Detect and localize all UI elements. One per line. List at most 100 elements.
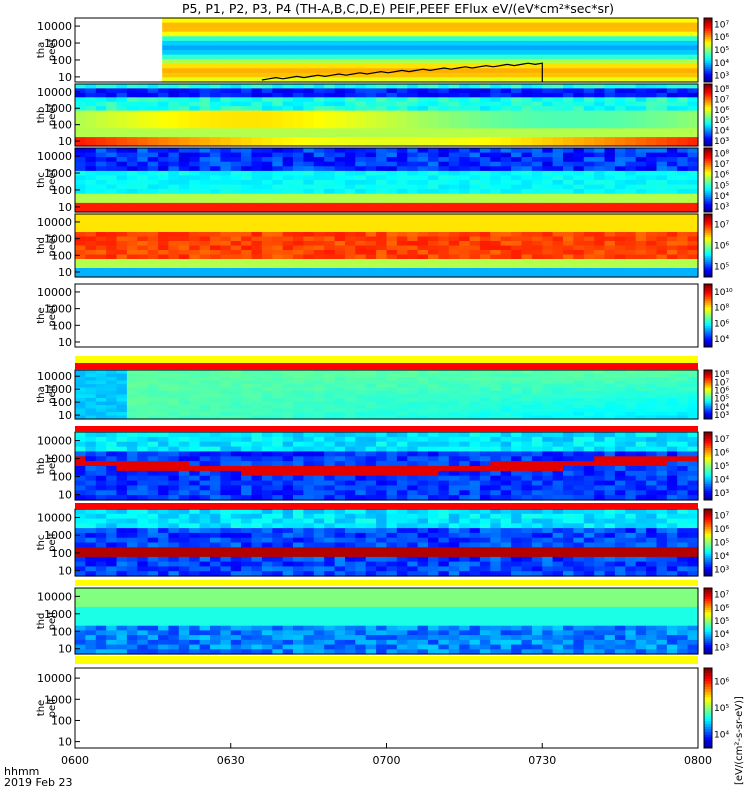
spectrogram-cell [687, 115, 699, 120]
spectrogram-cell [303, 432, 315, 438]
spectrogram-cell [407, 115, 419, 120]
spectrogram-cell [137, 115, 149, 120]
spectrogram-cell [269, 68, 279, 74]
spectrogram-cell [448, 31, 458, 37]
spectrogram-cell [180, 68, 190, 74]
spectrogram-cell [106, 161, 118, 167]
spectrogram-cell [430, 45, 440, 51]
spectrogram-cell [345, 401, 356, 406]
spectrogram-cell [594, 214, 606, 220]
spectrogram-cell [428, 148, 439, 154]
spectrogram-cell [220, 101, 232, 107]
spectrogram-cell [158, 245, 170, 251]
spectrogram-cell [106, 92, 118, 98]
spectrogram-cell [680, 50, 690, 56]
spectrogram-cell [95, 101, 107, 107]
spectrogram-cell [230, 373, 242, 378]
spectrogram-cell [680, 22, 690, 28]
spectrogram-cell [95, 272, 107, 278]
spectrogram-cell [646, 92, 658, 98]
spectrogram-cell [625, 193, 637, 199]
colorbar-segment [704, 300, 712, 304]
colorbar-segment [704, 332, 712, 335]
spectrogram-cell [511, 263, 523, 269]
spectrogram-cell [604, 405, 616, 410]
spectrogram-cell [189, 184, 201, 190]
spectrogram-cell [386, 223, 398, 229]
spectrogram-cell [625, 263, 637, 269]
spectrogram-cell [180, 72, 190, 79]
spectrogram-cell [95, 218, 107, 224]
spectrogram-cell [552, 214, 564, 220]
spectrogram-cell [412, 72, 422, 79]
spectrogram-cell [324, 180, 336, 186]
spectrogram-cell [334, 373, 346, 378]
spectrogram-cell [282, 451, 294, 457]
spectrogram-cell [303, 180, 315, 186]
spectrogram-cell [407, 193, 419, 199]
spectrogram-cell [465, 18, 476, 24]
spectrogram-cell [500, 398, 512, 403]
spectrogram-cell [261, 128, 273, 134]
spectrogram-cell [583, 184, 595, 190]
spectrogram-cell [75, 175, 86, 181]
spectrogram-cell [666, 401, 678, 406]
spectrogram-cell [459, 370, 471, 375]
spectrogram-cell [358, 68, 369, 74]
spectrogram-cell [147, 485, 159, 491]
spectrogram-cell [635, 387, 647, 392]
spectrogram-cell [168, 384, 180, 389]
spectrogram-cell [490, 128, 502, 134]
spectrogram-cell [303, 250, 315, 256]
spectrogram-cell [199, 391, 211, 396]
spectrogram-cell [656, 245, 668, 251]
spectrogram-cell [376, 40, 386, 47]
spectrogram-cell [479, 405, 491, 410]
spectrogram-cell [394, 50, 404, 56]
spectrogram-cell [116, 268, 128, 274]
spectrogram-cell [677, 380, 689, 385]
spectrogram-cell [251, 63, 261, 69]
spectrogram-cell [137, 97, 149, 103]
spectrogram-cell [646, 184, 658, 190]
spectrogram-cell [313, 259, 325, 265]
spectrogram-cell [396, 180, 408, 186]
spectrogram-cell [479, 263, 491, 269]
spectrogram-cell [158, 461, 170, 467]
spectrogram-cell [345, 180, 356, 186]
spectrogram-cell [178, 408, 190, 413]
spectrogram-cell [459, 119, 471, 125]
spectrogram-cell [251, 45, 261, 51]
spectrogram-cell [215, 68, 226, 74]
spectrogram-cell [137, 391, 149, 396]
spectrogram-cell [552, 373, 564, 378]
spectrogram-cell [417, 128, 429, 134]
spectrogram-cell [261, 254, 273, 260]
spectrogram-cell [323, 50, 333, 56]
spectrogram-cell [564, 72, 574, 79]
spectrogram-cell [126, 268, 138, 274]
spectrogram-cell [417, 259, 429, 265]
spectrogram-cell [355, 184, 367, 190]
spectrogram-cell [293, 394, 304, 399]
spectrogram-cell [590, 50, 601, 56]
spectrogram-cell [314, 68, 324, 74]
spectrogram-cell [106, 175, 118, 181]
colorbar-segment [704, 315, 712, 319]
spectrogram-cell [230, 152, 242, 158]
spectrogram-cell [305, 18, 315, 24]
spectrogram-cell [95, 148, 107, 154]
spectrogram-cell [272, 398, 284, 403]
spectrogram-cell [137, 207, 149, 213]
spectrogram-cell [260, 50, 270, 56]
spectrogram-cell [552, 370, 564, 375]
spectrogram-cell [510, 31, 520, 37]
spectrogram-cell [396, 202, 408, 209]
y-tick-label: 10 [58, 71, 72, 84]
spectrogram-cell [334, 370, 346, 375]
spectrogram-cell [230, 446, 242, 453]
spectrogram-cell [687, 92, 699, 98]
spectrogram-cell [469, 84, 481, 89]
spectrogram-cell [469, 202, 481, 209]
spectrogram-cell [261, 92, 273, 98]
